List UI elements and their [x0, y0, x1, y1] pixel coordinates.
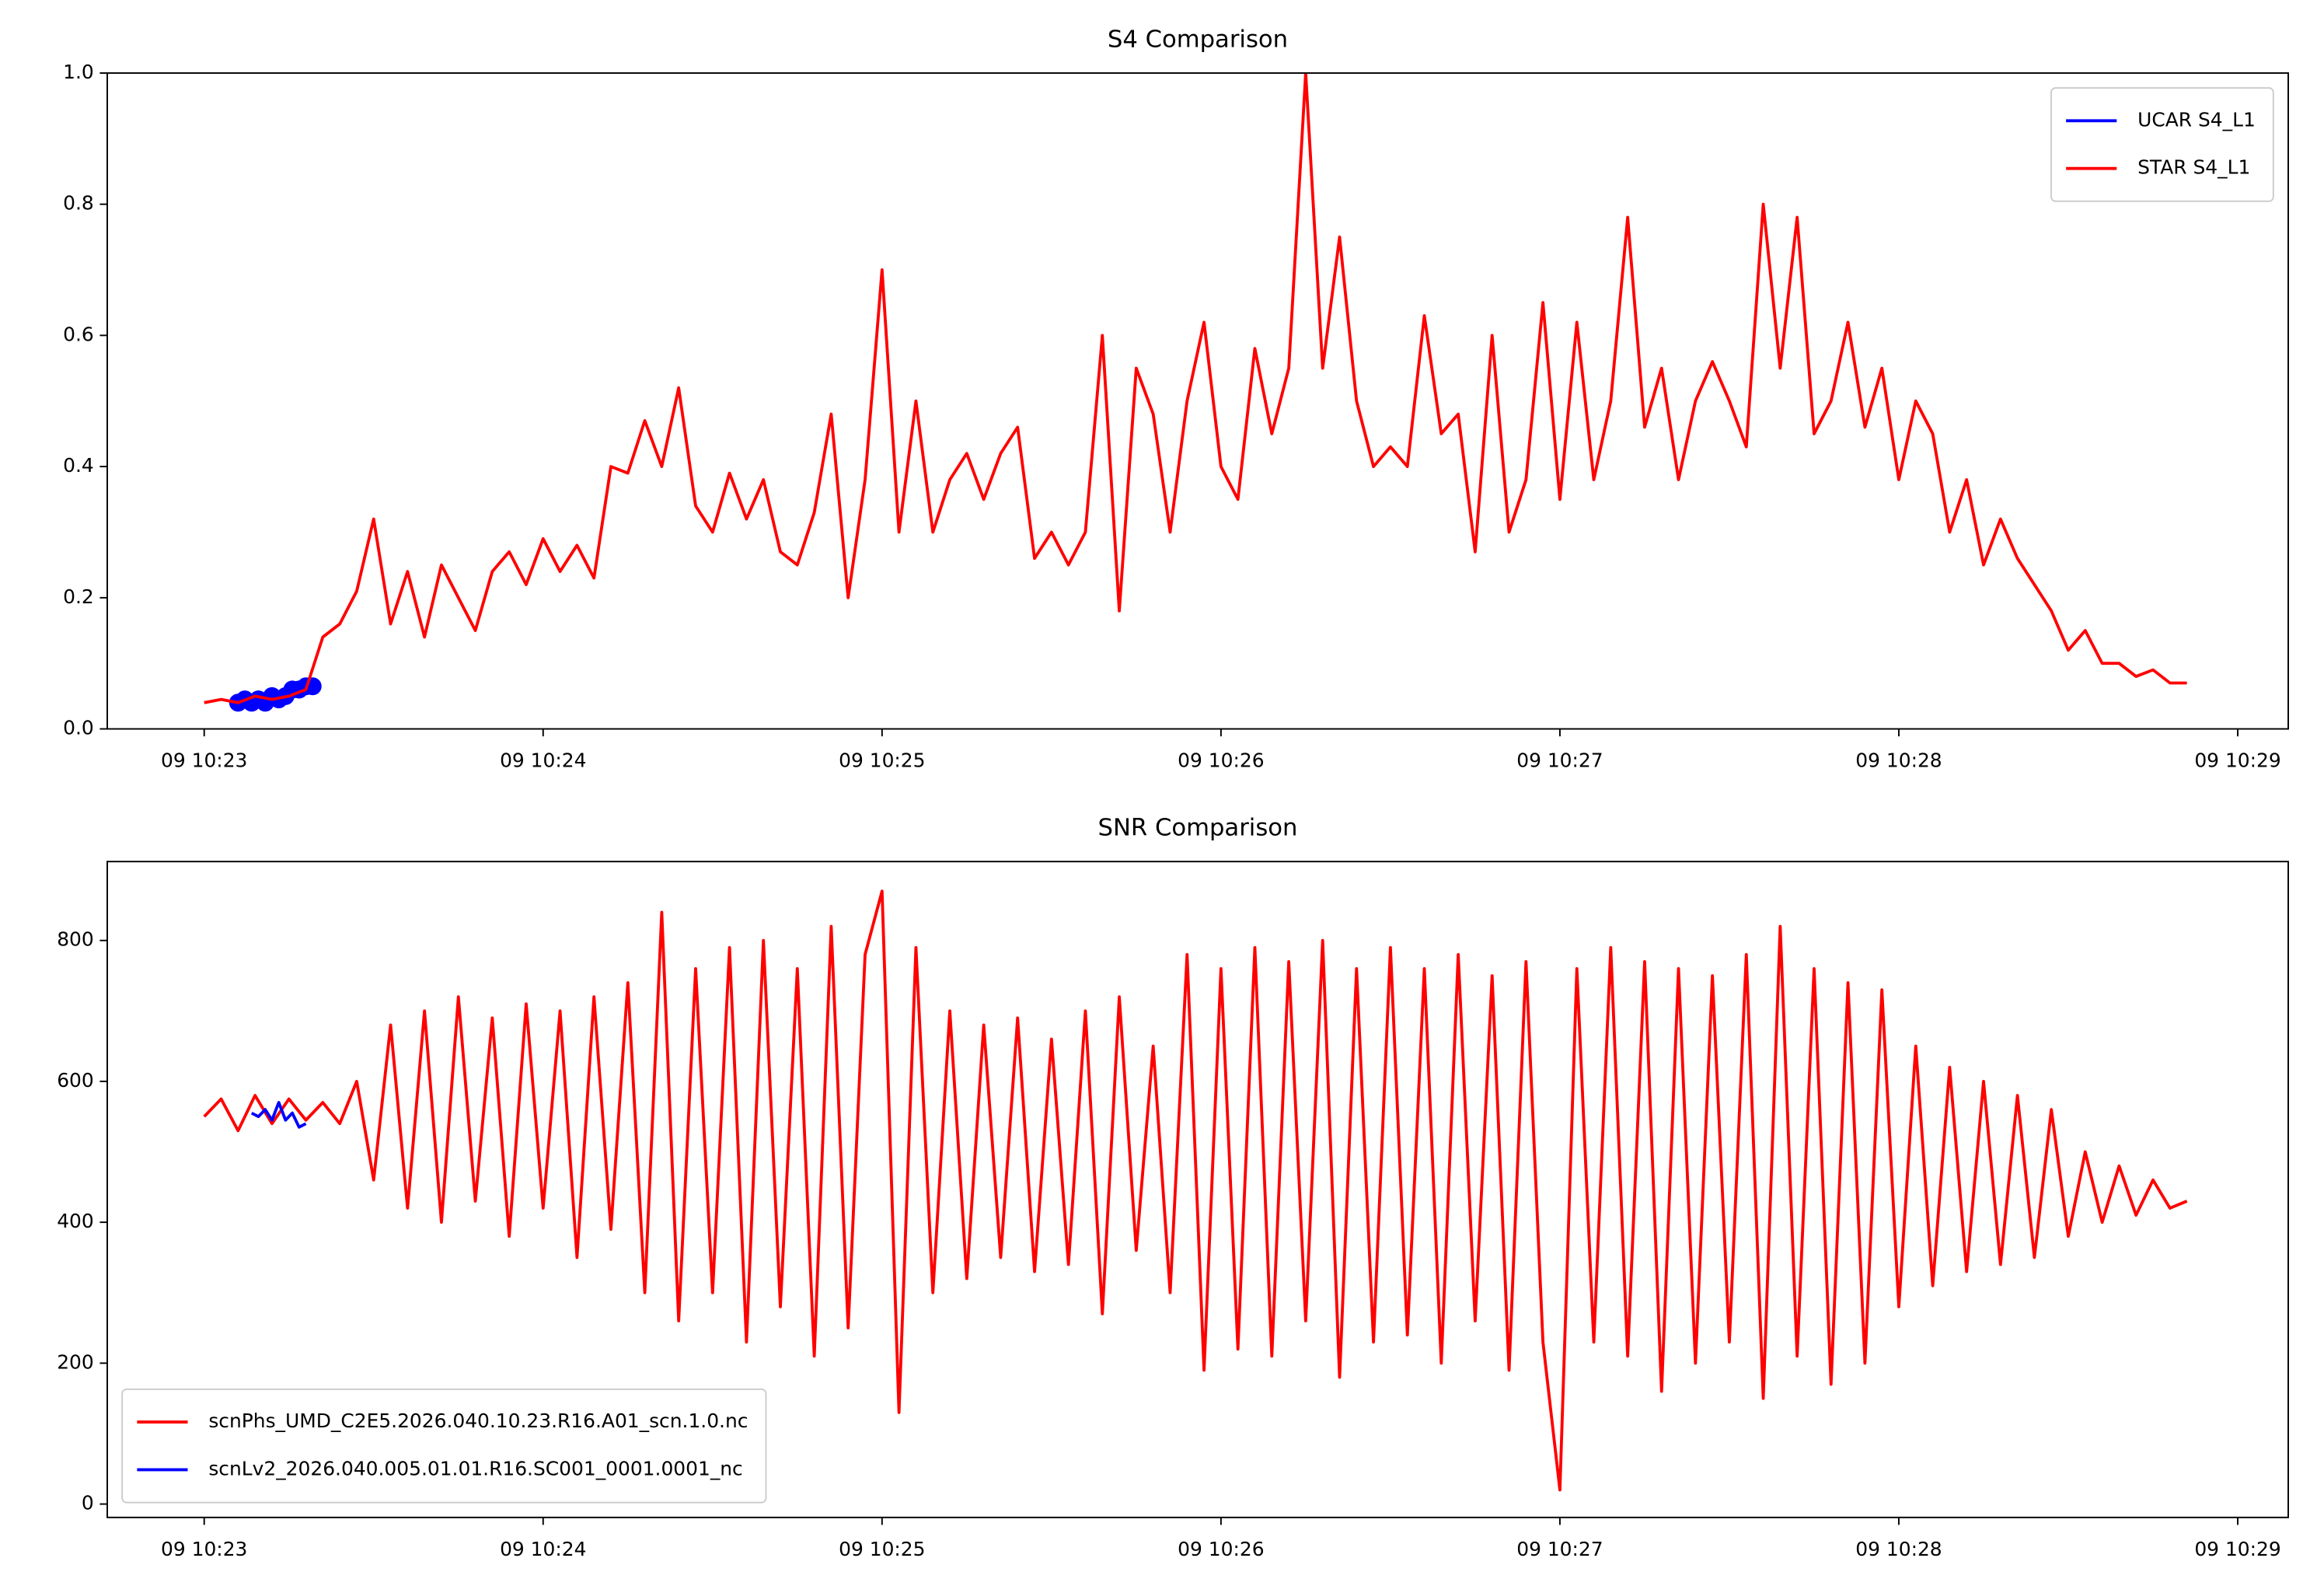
x-tick-label: 09 10:23: [161, 1538, 247, 1560]
y-tick-label: 400: [57, 1210, 94, 1232]
y-tick-label: 0: [82, 1492, 94, 1514]
legend: UCAR S4_L1 STAR S4_L1: [2050, 87, 2274, 202]
y-tick-label: 600: [57, 1069, 94, 1092]
data-line: [203, 889, 2188, 1492]
data-line: [250, 1101, 307, 1129]
x-tick-label: 09 10:29: [2194, 1538, 2280, 1560]
x-tick-label: 09 10:27: [1516, 749, 1603, 772]
y-tick-label: 800: [57, 928, 94, 951]
x-tick-label: 09 10:26: [1178, 1538, 1264, 1560]
x-tick-label: 09 10:25: [839, 1538, 925, 1560]
y-tick-label: 0.2: [63, 585, 94, 608]
chart-title: S4 Comparison: [1108, 26, 1288, 53]
legend-box: [2050, 87, 2274, 202]
legend-label: scnLv2_2026.040.005.01.01.R16.SC001_0001…: [208, 1457, 742, 1479]
y-tick-label: 0.0: [63, 717, 94, 739]
legend-box: [121, 1388, 767, 1504]
y-tick-label: 0.6: [63, 323, 94, 345]
axes-frame: [106, 72, 2289, 730]
x-tick-label: 09 10:24: [500, 749, 586, 772]
data-line: [204, 72, 2187, 704]
plot-area: [203, 889, 2188, 1492]
x-tick-label: 09 10:23: [161, 749, 247, 772]
x-tick-label: 09 10:25: [839, 749, 925, 772]
legend-label: UCAR S4_L1: [2137, 108, 2256, 131]
y-tick-label: 1.0: [63, 61, 94, 83]
x-tick-label: 09 10:29: [2194, 749, 2280, 772]
y-tick-label: 0.8: [63, 192, 94, 215]
y-tick-label: 0.4: [63, 454, 94, 477]
x-tick-label: 09 10:24: [500, 1538, 586, 1560]
x-tick-label: 09 10:26: [1178, 749, 1264, 772]
legend-label: scnPhs_UMD_C2E5.2026.040.10.23.R16.A01_s…: [208, 1410, 748, 1432]
x-tick-label: 09 10:28: [1855, 749, 1942, 772]
chart-title: SNR Comparison: [1098, 815, 1298, 842]
plot-area: [204, 72, 2187, 712]
axes-frame: [106, 861, 2289, 1518]
y-tick-label: 200: [57, 1350, 94, 1373]
x-tick-label: 09 10:28: [1855, 1538, 1942, 1560]
legend-label: STAR S4_L1: [2137, 156, 2250, 179]
legend: scnPhs_UMD_C2E5.2026.040.10.23.R16.A01_s…: [121, 1388, 767, 1504]
x-tick-label: 09 10:27: [1516, 1538, 1603, 1560]
